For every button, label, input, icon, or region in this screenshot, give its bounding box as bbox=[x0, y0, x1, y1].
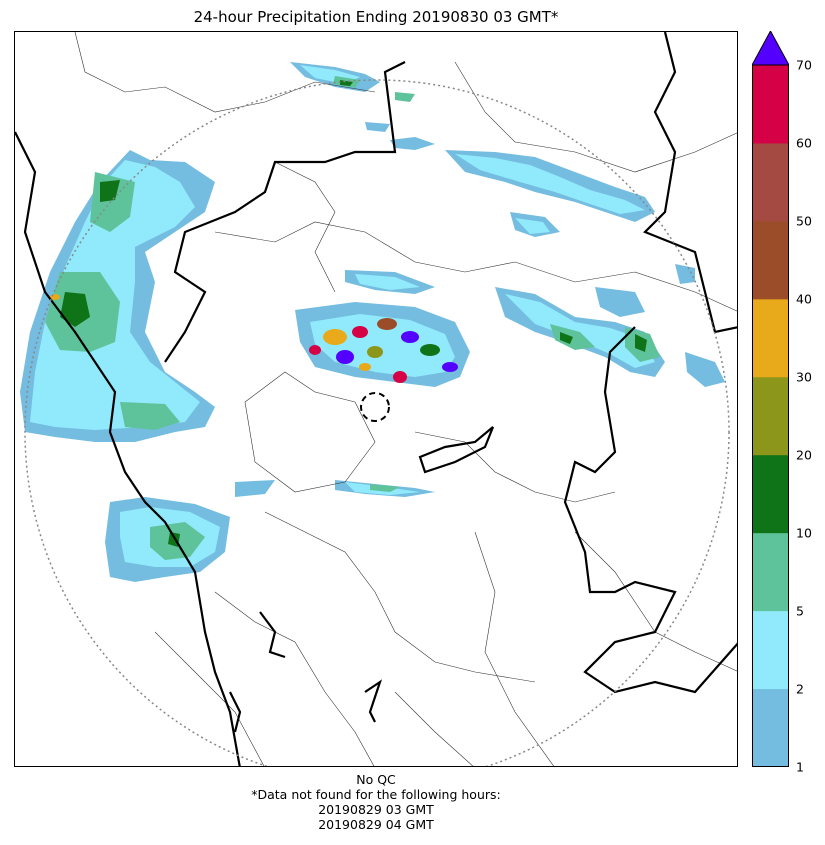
colorbar-segment bbox=[752, 220, 789, 300]
colorbar-tick-label: 30 bbox=[796, 369, 812, 385]
colorbar-tick-label: 20 bbox=[796, 447, 812, 463]
colorbar-segment bbox=[752, 65, 789, 144]
precip-layer-10-20 bbox=[60, 80, 647, 547]
colorbar-segment bbox=[752, 610, 789, 690]
missing-data-note: *Data not found for the following hours: bbox=[251, 787, 501, 802]
colorbar-tick-label: 50 bbox=[796, 213, 812, 229]
colorbar-segment bbox=[752, 298, 789, 378]
colorbar-extend-arrow bbox=[752, 31, 789, 66]
radar-map bbox=[14, 31, 738, 767]
colorbar-segment bbox=[752, 688, 789, 767]
colorbar-segment bbox=[752, 376, 789, 456]
state-boundaries bbox=[15, 32, 737, 766]
colorbar-tick-label: 40 bbox=[796, 291, 812, 307]
missing-hour: 20190829 03 GMT bbox=[318, 802, 434, 817]
footer-notes: No QC *Data not found for the following … bbox=[14, 772, 738, 832]
colorbar-segment bbox=[752, 142, 789, 222]
missing-hour: 20190829 04 GMT bbox=[318, 817, 434, 832]
colorbar-tick-label: 10 bbox=[796, 525, 812, 541]
colorbar-tick-label: 70 bbox=[796, 57, 812, 73]
colorbar-segments bbox=[752, 65, 789, 767]
colorbar-segment bbox=[752, 532, 789, 612]
colorbar-segment bbox=[752, 454, 789, 534]
radar-site-marker bbox=[360, 392, 390, 422]
radar-range-ring bbox=[24, 79, 730, 766]
colorbar-tick-label: 60 bbox=[796, 135, 812, 151]
map-canvas bbox=[15, 32, 737, 766]
colorbar-tick-label: 1 bbox=[796, 759, 804, 774]
colorbar-tick-label: 5 bbox=[796, 603, 804, 619]
map-title: 24-hour Precipitation Ending 20190830 03… bbox=[193, 8, 559, 26]
colorbar-tick-label: 2 bbox=[796, 681, 804, 697]
colorbar bbox=[752, 31, 789, 767]
qc-status: No QC bbox=[356, 772, 396, 787]
colorbar-outline bbox=[752, 64, 789, 767]
